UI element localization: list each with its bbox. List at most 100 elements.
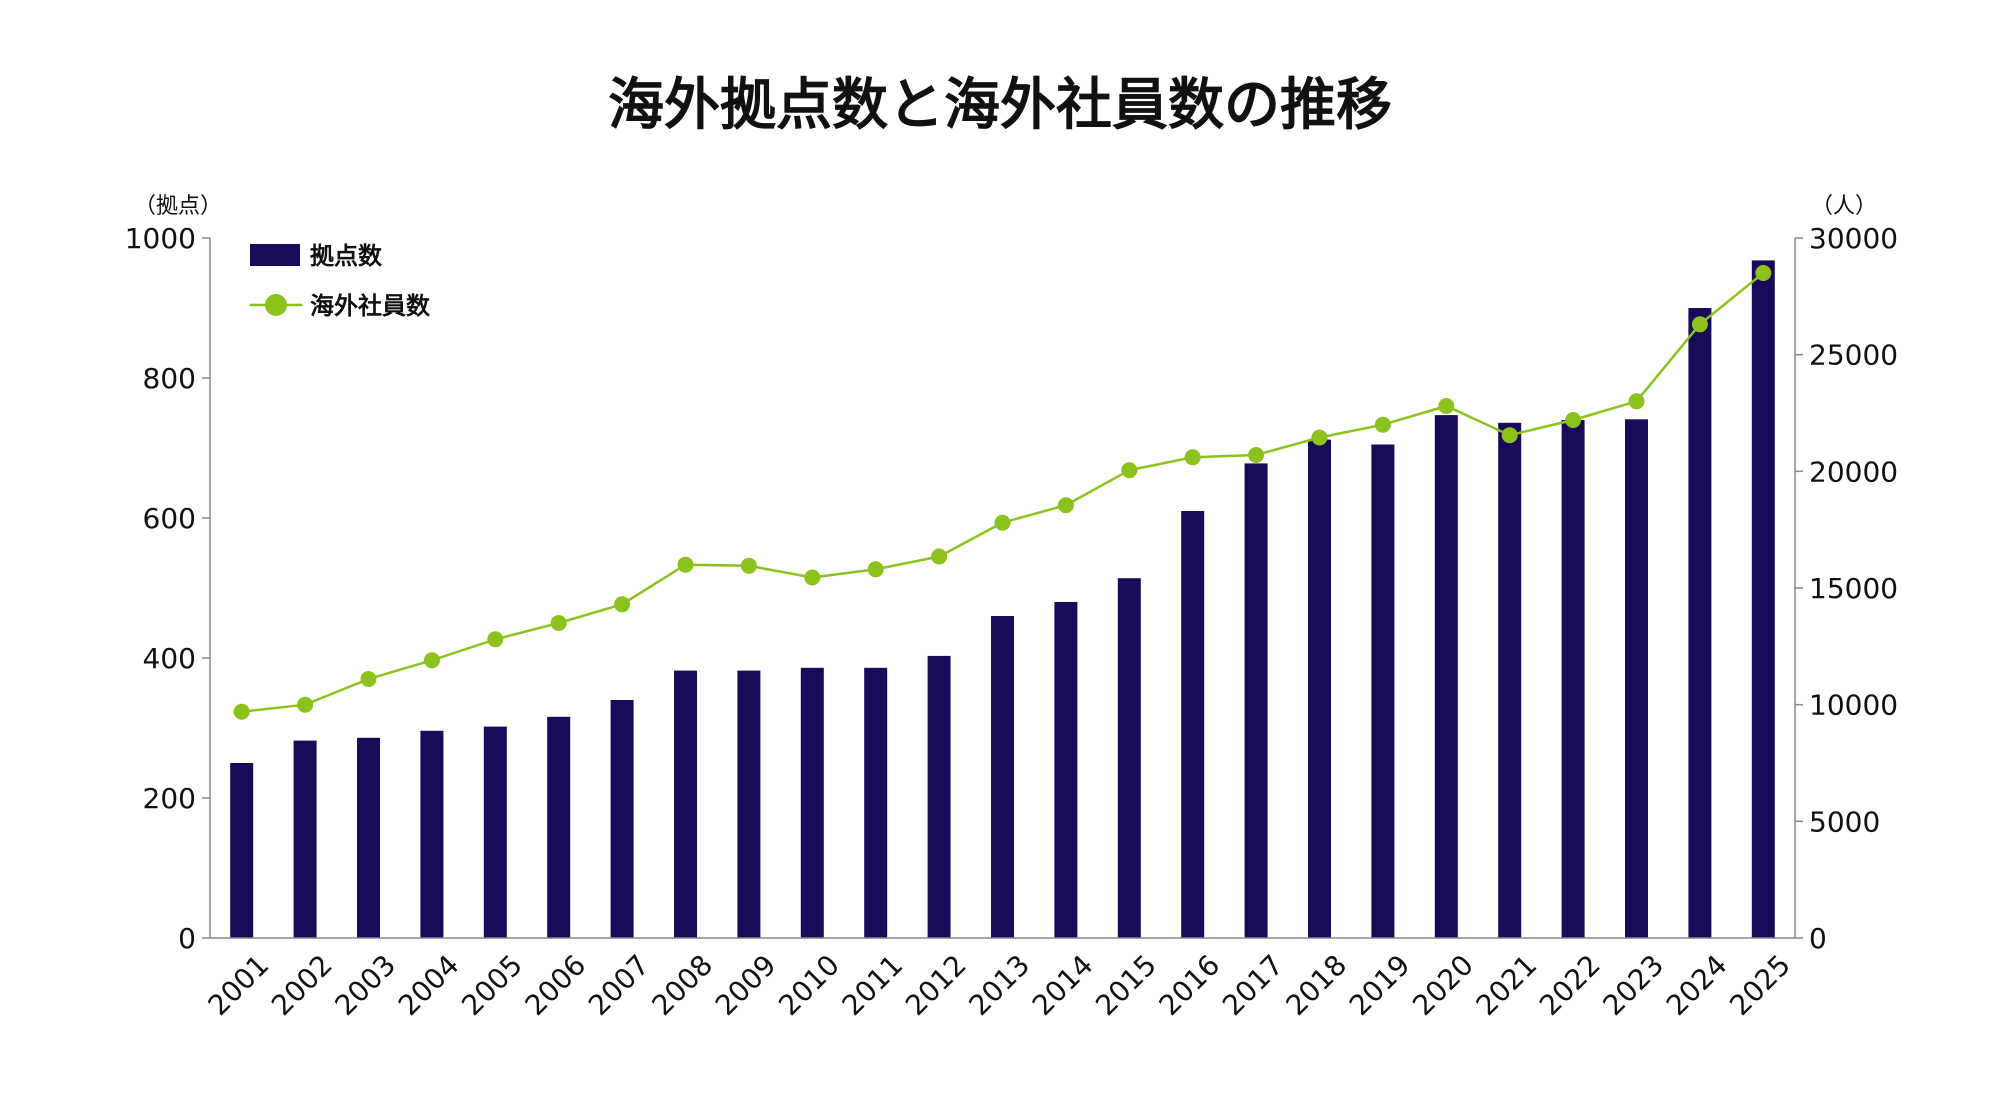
bar-2011 <box>864 667 888 938</box>
employee-point-2023 <box>1628 393 1645 410</box>
bar-2017 <box>1244 463 1268 938</box>
employee-point-2002 <box>297 696 314 713</box>
bar-2009 <box>737 670 761 938</box>
x-tick-label: 2001 <box>202 948 276 1022</box>
bar-2022 <box>1561 420 1585 938</box>
bar-2014 <box>1054 602 1078 938</box>
right-tick-label: 10000 <box>1809 689 1898 722</box>
x-tick-label: 2007 <box>582 948 656 1022</box>
right-tick-label: 0 <box>1809 922 1827 955</box>
employee-point-2022 <box>1565 412 1582 428</box>
employee-point-2020 <box>1438 398 1455 414</box>
x-tick-label: 2016 <box>1153 948 1227 1022</box>
legend: 拠点数 海外社員数 <box>250 242 431 320</box>
employee-point-2018 <box>1311 429 1328 446</box>
left-tick-label: 0 <box>178 922 196 955</box>
left-tick-label: 400 <box>143 642 196 675</box>
x-tick-label: 2011 <box>836 948 910 1022</box>
bar-2015 <box>1117 578 1141 938</box>
bar-2003 <box>357 737 380 938</box>
bar-2020 <box>1434 415 1458 939</box>
x-tick-label: 2023 <box>1596 948 1670 1022</box>
x-tick-label: 2005 <box>455 948 529 1022</box>
left-tick-label: 600 <box>143 502 196 535</box>
bar-2013 <box>991 616 1014 938</box>
right-axis-unit: （人） <box>1811 194 1877 219</box>
x-tick-label: 2010 <box>772 948 846 1022</box>
bar-series <box>230 260 1775 939</box>
bar-2002 <box>293 740 317 938</box>
x-tick-label: 2006 <box>519 948 593 1022</box>
x-tick-label: 2024 <box>1660 948 1734 1022</box>
left-axis-unit: （拠点） <box>134 194 222 219</box>
bar-2012 <box>927 655 951 938</box>
employee-point-2014 <box>1057 497 1074 514</box>
x-tick-label: 2019 <box>1343 948 1417 1022</box>
bar-2016 <box>1181 511 1205 938</box>
employee-point-2019 <box>1374 416 1391 433</box>
legend-label-line: 海外社員数 <box>310 292 431 320</box>
employee-point-2021 <box>1501 427 1518 444</box>
x-tick-label: 2025 <box>1723 948 1797 1022</box>
right-tick-label: 25000 <box>1809 339 1898 372</box>
bar-2004 <box>420 730 444 938</box>
bar-2021 <box>1498 422 1522 938</box>
line-series <box>233 265 1772 720</box>
legend-swatch-marker <box>265 294 287 316</box>
employee-point-2011 <box>867 561 884 578</box>
bar-2023 <box>1625 419 1648 938</box>
right-tick-label: 5000 <box>1809 805 1880 838</box>
employee-point-2013 <box>994 514 1011 531</box>
employee-point-2012 <box>931 548 948 565</box>
x-tick-label: 2015 <box>1089 948 1163 1022</box>
x-tick-label: 2004 <box>392 948 466 1022</box>
employee-point-2008 <box>677 556 694 573</box>
x-tick-label: 2009 <box>709 948 783 1022</box>
left-tick-label: 1000 <box>125 222 196 255</box>
employee-point-2003 <box>360 671 377 687</box>
employee-point-2017 <box>1248 447 1265 463</box>
x-tick-label: 2013 <box>962 948 1036 1022</box>
employee-point-2006 <box>550 615 567 631</box>
x-tick-label: 2003 <box>328 948 402 1022</box>
bar-2008 <box>674 670 697 938</box>
employee-point-2004 <box>423 652 440 669</box>
employee-point-2015 <box>1121 462 1138 479</box>
employee-point-2016 <box>1184 449 1201 466</box>
employee-point-2005 <box>487 631 504 648</box>
bar-2007 <box>610 700 634 938</box>
bar-2001 <box>230 763 254 938</box>
legend-swatch-bars <box>250 244 300 266</box>
employee-point-2001 <box>233 703 250 720</box>
right-tick-label: 15000 <box>1809 572 1898 605</box>
bar-2019 <box>1371 444 1395 938</box>
left-tick-label: 200 <box>143 782 196 815</box>
bar-2018 <box>1308 439 1331 938</box>
bar-2024 <box>1688 308 1712 938</box>
employee-point-2007 <box>614 596 631 613</box>
employee-point-2010 <box>804 569 821 586</box>
employee-point-2009 <box>740 557 757 574</box>
x-tick-label: 2018 <box>1279 948 1353 1022</box>
chart-title: 海外拠点数と海外社員数の推移 <box>608 73 1392 138</box>
x-tick-label: 2017 <box>1216 948 1290 1022</box>
bar-2006 <box>547 716 571 938</box>
x-tick-label: 2021 <box>1470 948 1544 1022</box>
legend-label-bars: 拠点数 <box>310 242 383 270</box>
bar-2025 <box>1751 260 1775 938</box>
x-tick-label: 2020 <box>1406 948 1480 1022</box>
bar-2010 <box>800 667 824 938</box>
left-tick-label: 800 <box>143 362 196 395</box>
employee-point-2024 <box>1691 316 1708 333</box>
employee-point-2025 <box>1755 265 1772 281</box>
bar-2005 <box>483 726 507 938</box>
x-tick-label: 2014 <box>1026 948 1100 1022</box>
right-tick-label: 20000 <box>1809 455 1898 488</box>
x-tick-label: 2012 <box>899 948 973 1022</box>
x-tick-label: 2022 <box>1533 948 1607 1022</box>
x-tick-label: 2008 <box>645 948 719 1022</box>
x-tick-label: 2002 <box>265 948 339 1022</box>
right-tick-label: 30000 <box>1809 222 1898 255</box>
